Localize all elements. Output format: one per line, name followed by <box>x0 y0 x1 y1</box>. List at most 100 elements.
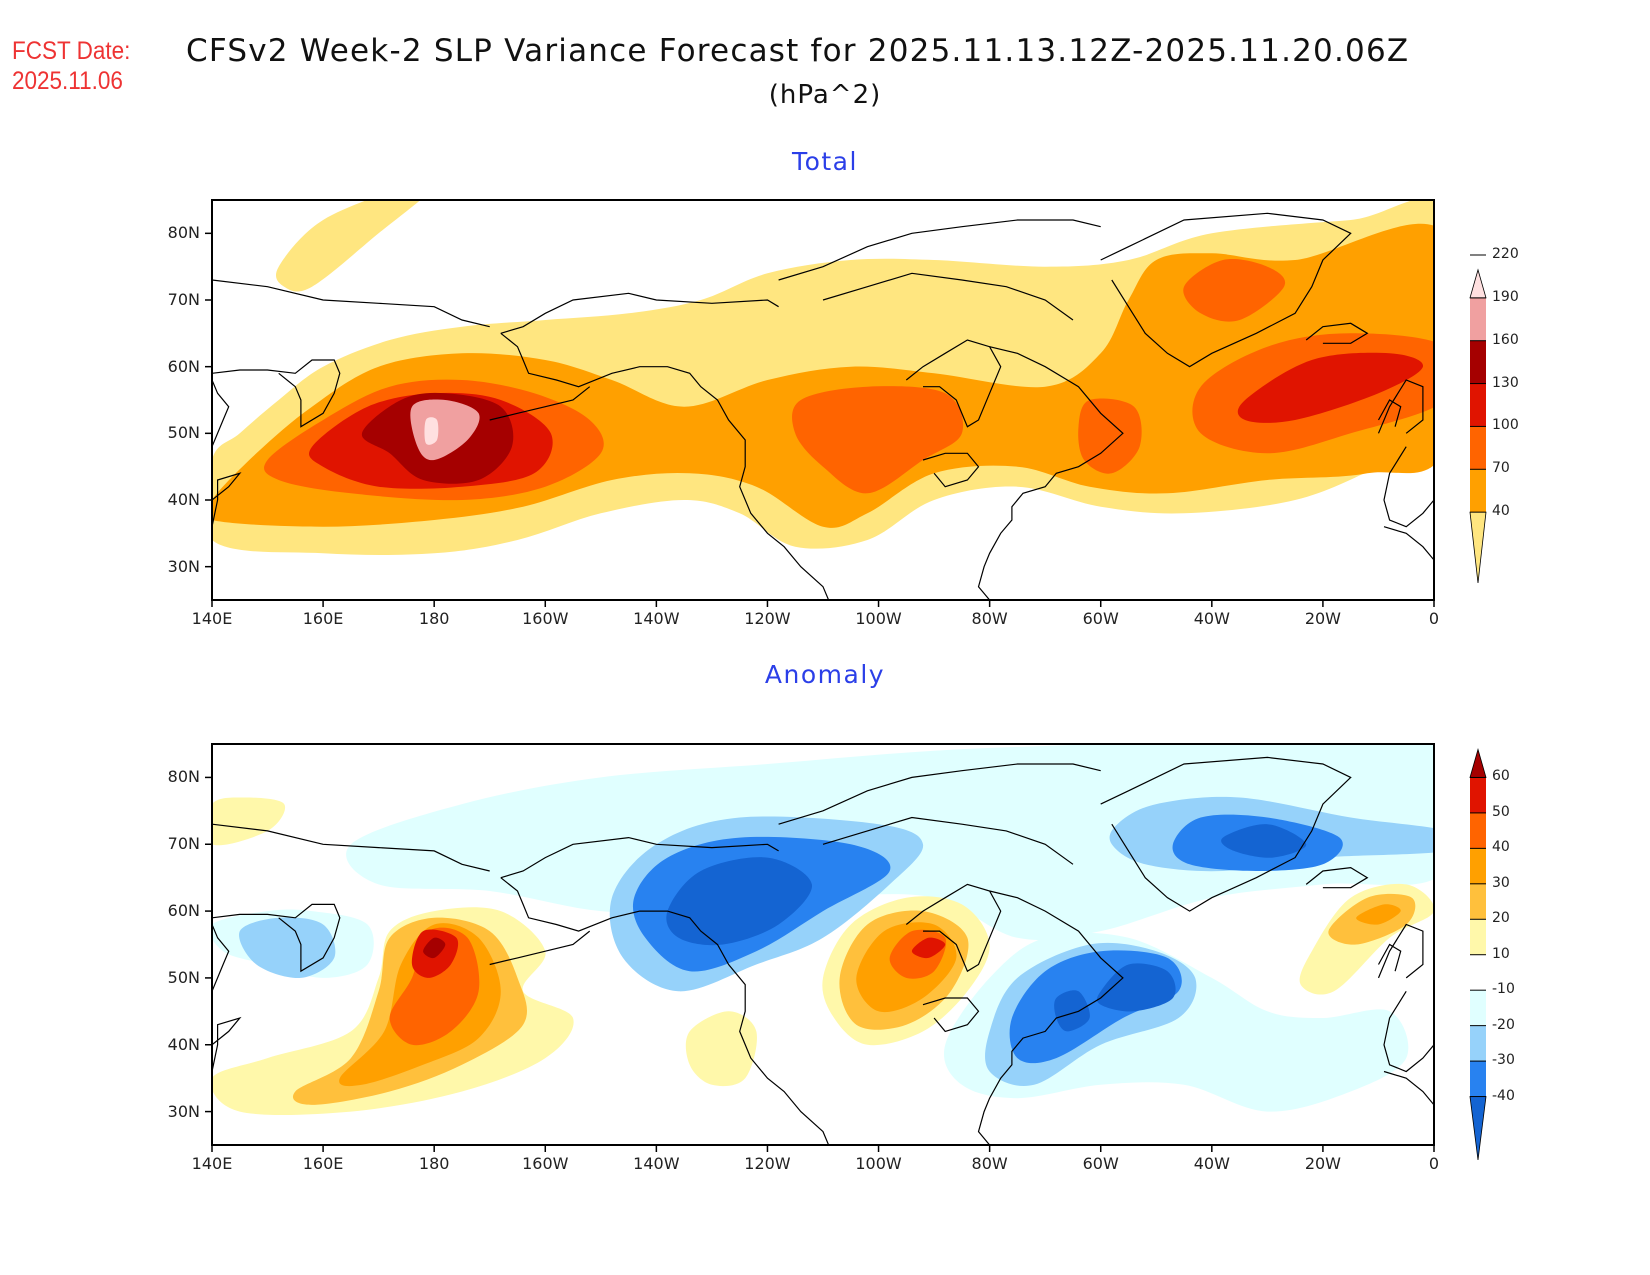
coastline <box>212 359 341 428</box>
coastline <box>905 883 1002 973</box>
anomaly-colorbar-label: 50 <box>1492 803 1510 820</box>
coastline <box>212 903 341 973</box>
coastline <box>1377 399 1402 427</box>
anomaly-colorbar-swatch <box>1470 777 1486 813</box>
contour-100-canada <box>792 386 964 494</box>
lat-tick-label: 80N <box>167 223 200 243</box>
coastline <box>977 346 1124 600</box>
lat-tick-label: 30N <box>167 1101 200 1121</box>
lat-tick-label: 70N <box>167 834 200 854</box>
contour-130-atlantic <box>1237 352 1424 423</box>
lon-tick-label: 0 <box>1428 1154 1440 1173</box>
coastline <box>212 379 230 447</box>
lon-tick-label: 140E <box>191 1154 233 1173</box>
total-colorbar-swatch <box>1470 383 1486 427</box>
lon-tick-label: 40W <box>1193 609 1230 628</box>
lon-tick-label: 60W <box>1082 609 1119 628</box>
coastline <box>1100 756 1352 912</box>
coastline <box>1383 446 1434 528</box>
anom-neg40-nova <box>1054 990 1090 1032</box>
coastline <box>922 452 980 488</box>
lon-tick-label: 180 <box>418 609 450 628</box>
lon-tick-label: 160W <box>522 1154 569 1173</box>
total-colorbar-high-triangle <box>1469 268 1487 299</box>
lat-tick-label: 30N <box>167 556 200 576</box>
coastline <box>212 279 490 328</box>
anomaly-colorbar-label: -10 <box>1492 981 1515 998</box>
total-colorbar-low-triangle <box>1469 511 1487 584</box>
lon-tick-label: 80W <box>971 609 1008 628</box>
contour-40-arctic <box>276 200 421 292</box>
coastline <box>500 877 830 1145</box>
coastline <box>1383 1070 1434 1106</box>
coastline <box>500 292 779 334</box>
total-colorbar-swatch <box>1470 297 1486 341</box>
coastline <box>1305 322 1369 344</box>
anomaly-colorbar-label: 30 <box>1492 874 1510 891</box>
anomaly-colorbar-label: 40 <box>1492 839 1510 856</box>
anomaly-colorbar-swatch <box>1470 990 1486 1026</box>
anomaly-colorbar-high-triangle <box>1469 747 1487 778</box>
contour-220 <box>424 417 439 445</box>
main-title: CFSv2 Week-2 SLP Variance Forecast for 2… <box>186 33 1410 69</box>
lon-tick-label: 140E <box>191 609 233 628</box>
total-colorbar-label: 220 <box>1492 246 1519 262</box>
anom-pos40-pacific <box>389 927 480 1046</box>
anomaly-colorbar-label: 10 <box>1492 945 1510 962</box>
anomaly-colorbar-swatch <box>1470 1025 1486 1062</box>
total-colorbar-label: 130 <box>1492 374 1519 391</box>
lat-tick-label: 40N <box>167 1034 200 1054</box>
anom-neg40-greenland <box>1221 824 1307 858</box>
anom-pos10-west <box>685 1011 757 1087</box>
forecast-date-block: FCST Date: 2025.11.06 <box>12 36 130 96</box>
coastline <box>1377 943 1402 972</box>
coastline <box>500 332 830 600</box>
lat-tick-label: 40N <box>167 490 200 509</box>
coastline <box>822 272 1074 321</box>
anomaly-colorbar-label: -40 <box>1492 1087 1515 1104</box>
anom-neg20-okhotsk <box>239 917 336 979</box>
anomaly-contours <box>212 744 1434 1145</box>
anom-pos30-iceland <box>1356 904 1401 925</box>
anom-neg40-atlantic <box>1096 963 1176 1012</box>
anomaly-colorbar-label: -20 <box>1492 1016 1515 1033</box>
lat-tick-label: 60N <box>167 356 200 376</box>
total-contours <box>212 200 1434 600</box>
coastline <box>1383 990 1434 1073</box>
anom-neg40-alaska <box>666 857 813 946</box>
coastline <box>977 890 1124 1145</box>
total-colorbar-label: 40 <box>1492 503 1510 520</box>
total-colorbar-label: 70 <box>1492 460 1510 477</box>
coastline <box>500 836 779 879</box>
lon-tick-label: 20W <box>1304 609 1341 628</box>
contour-100-greenland <box>1183 258 1286 322</box>
coastline <box>822 816 1074 865</box>
contour-100-labrador <box>1078 398 1142 474</box>
lon-tick-label: 160E <box>302 1154 344 1173</box>
lon-tick-label: 180 <box>418 1154 450 1173</box>
lon-tick-label: 20W <box>1304 1154 1341 1173</box>
coastline <box>212 472 242 527</box>
lon-tick-label: 40W <box>1193 1154 1230 1173</box>
coastline <box>778 219 1101 281</box>
lon-tick-label: 140W <box>633 609 680 628</box>
fcst-date-value: 2025.11.06 <box>12 67 123 95</box>
lon-tick-label: 100W <box>855 609 902 628</box>
anomaly-colorbar-label: -30 <box>1492 1052 1515 1069</box>
anomaly-colorbar-swatch <box>1470 848 1486 884</box>
coastline <box>212 924 230 992</box>
map-frame <box>211 743 1435 1146</box>
panel-title-total: Total <box>792 147 858 176</box>
anomaly-colorbar-label: 60 <box>1492 768 1510 785</box>
lon-tick-label: 80W <box>971 1154 1008 1173</box>
anomaly-colorbar-swatch <box>1470 883 1486 920</box>
total-colorbar-label: 160 <box>1492 331 1519 348</box>
total-colorbar-swatch <box>1470 426 1486 470</box>
coastline <box>212 1016 242 1072</box>
lat-tick-label: 70N <box>167 290 200 309</box>
lon-tick-label: 120W <box>744 1154 791 1173</box>
lat-tick-label: 50N <box>167 423 200 443</box>
units-label: (hPa^2) <box>768 80 882 110</box>
coastline <box>1377 923 1424 979</box>
